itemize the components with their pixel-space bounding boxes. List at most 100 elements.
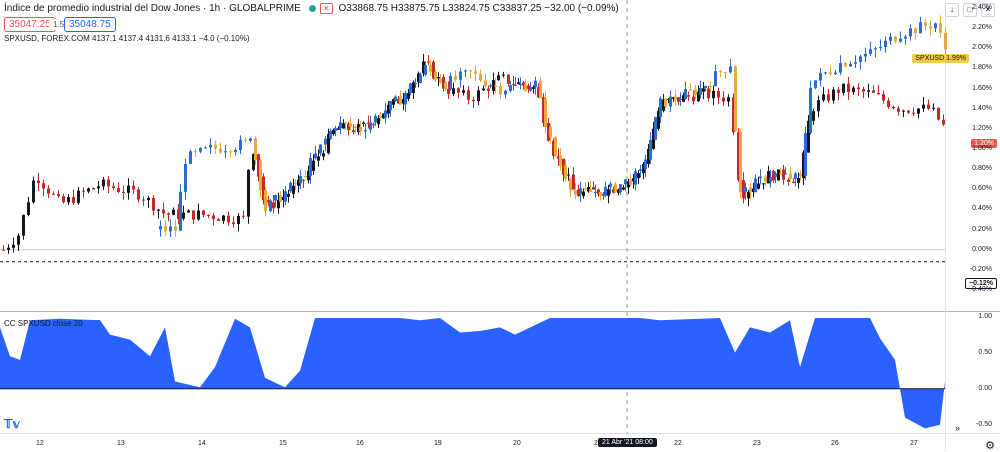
price-tick-label: 1.00%	[972, 145, 992, 152]
spx-candle	[404, 92, 407, 105]
dow-candle	[847, 83, 850, 93]
dow-candle	[727, 97, 730, 102]
spx-candle	[324, 138, 327, 145]
spx-candle	[554, 137, 557, 156]
spx-candle	[899, 38, 902, 42]
dow-candle	[467, 90, 470, 100]
spx-candle	[339, 122, 342, 129]
spx-candle	[934, 23, 937, 29]
collapse-down-icon[interactable]: ↓	[945, 3, 959, 17]
spx-candle	[264, 190, 267, 212]
dow-candle	[72, 197, 75, 203]
spx-candle	[844, 63, 847, 67]
price-tick-label: 1.60%	[972, 84, 992, 92]
spx-candle	[314, 153, 317, 159]
dow-candle	[582, 191, 585, 197]
dow-candle	[522, 82, 525, 86]
spx-candle	[519, 84, 522, 86]
dow-candle	[732, 97, 735, 133]
dow-candle	[877, 92, 880, 95]
dow-candle	[472, 99, 475, 102]
spx-candle	[824, 72, 827, 74]
spx-candle	[574, 190, 577, 195]
symbol-title[interactable]: Índice de promedio industrial del Dow Jo…	[4, 3, 301, 14]
spx-candle	[169, 226, 172, 232]
dow-candle	[627, 181, 630, 188]
spx-candle	[219, 148, 222, 153]
spx-candle	[684, 89, 687, 100]
dow-candle	[97, 186, 100, 189]
dow-candle	[257, 154, 260, 177]
dow-candle	[557, 155, 560, 159]
spx-candle	[174, 226, 177, 231]
dow-candle	[172, 209, 175, 215]
spx-candle	[319, 144, 322, 154]
dow-candle	[267, 200, 270, 203]
spx-candle	[234, 149, 237, 153]
dow-candle	[232, 222, 235, 225]
spx-candle	[254, 138, 257, 161]
indicator-tick-label: 0.50	[978, 348, 992, 356]
spx-candle	[664, 98, 667, 107]
dow-candle	[907, 110, 910, 113]
dow-candle	[302, 179, 305, 181]
dow-candle	[82, 190, 85, 192]
settings-gear-icon[interactable]: ⚙	[985, 440, 995, 452]
spx-candle	[614, 183, 617, 192]
buy-price-button[interactable]: 35048.75	[64, 17, 116, 32]
dow-candle	[897, 108, 900, 112]
price-tick-label: 1.20%	[972, 124, 992, 132]
spx-candle	[329, 130, 332, 139]
dow-candle	[602, 194, 605, 196]
tradingview-logo-icon[interactable]: 𝕋𝕧	[4, 417, 20, 431]
dow-candle	[527, 85, 530, 89]
price-tick-label: 1.80%	[972, 64, 992, 72]
spx-candle	[529, 87, 532, 91]
spx-candle	[179, 191, 182, 231]
dow-candle	[642, 164, 645, 174]
dow-candle	[492, 80, 495, 91]
close-pane-icon[interactable]: ✕	[981, 3, 995, 17]
spx-candle	[599, 191, 602, 196]
spx-candle	[164, 226, 167, 232]
spx-candle	[654, 117, 657, 140]
dow-candle	[407, 93, 410, 99]
scroll-right-icon[interactable]: »	[955, 423, 961, 433]
price-tick-label: 0.20%	[972, 225, 992, 233]
dow-candle	[637, 173, 640, 179]
dow-candle	[657, 110, 660, 129]
dow-candle	[707, 88, 710, 99]
dow-candle	[47, 188, 50, 194]
dow-candle	[797, 178, 800, 183]
spx-candle	[204, 147, 207, 149]
dow-candle	[532, 87, 535, 89]
spx-candle	[729, 66, 732, 73]
dow-candle	[362, 122, 365, 124]
spx-candle	[799, 173, 802, 177]
dow-candle	[422, 61, 425, 74]
spx-candle	[384, 110, 387, 118]
spx-candle	[849, 63, 852, 67]
spx-tag-name: SPXUSD	[915, 55, 945, 62]
remove-symbol-icon[interactable]: ✕	[319, 3, 333, 14]
spx-candle	[229, 151, 232, 153]
spx-candle	[309, 158, 312, 177]
dow-candle	[752, 188, 755, 192]
indicator-legend[interactable]: CC SPXUSD close 20 0.97	[4, 319, 101, 328]
dow-candle	[372, 123, 375, 125]
spx-candle	[924, 22, 927, 27]
dow-candle	[437, 77, 440, 79]
sell-price-button[interactable]: 35047.25	[4, 17, 56, 32]
dow-candle	[667, 98, 670, 100]
spx-candle	[524, 84, 527, 91]
dow-candle	[132, 185, 135, 190]
spx-candle	[794, 173, 797, 179]
dow-candle	[112, 186, 115, 189]
overlay-legend[interactable]: SPXUSD, FOREX.COM 4137.1 4137.4 4131.6 4…	[4, 34, 250, 43]
dow-price-tag: 1.20%	[971, 139, 997, 148]
dow-candle	[677, 97, 680, 102]
spx-candle	[874, 48, 877, 50]
maximize-icon[interactable]: □	[963, 3, 977, 17]
